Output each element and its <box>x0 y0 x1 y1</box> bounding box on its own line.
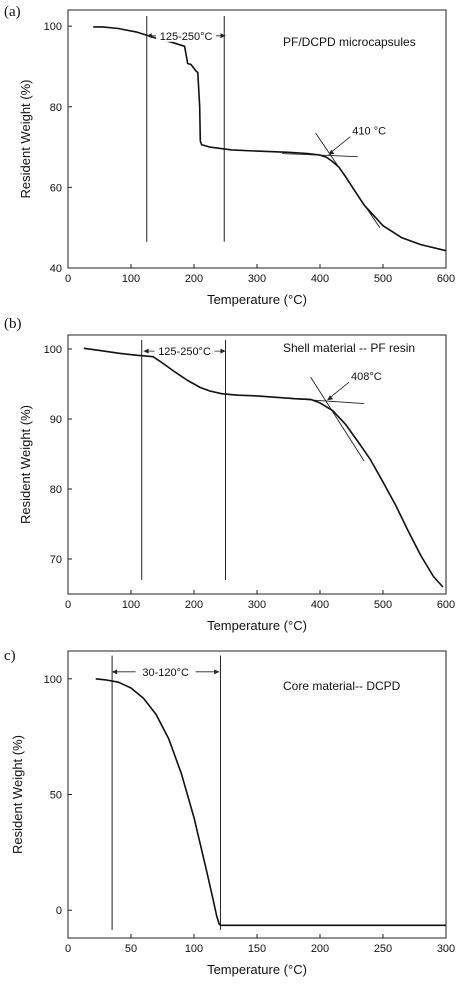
onset-arrow-head <box>328 149 335 155</box>
x-tick-label: 100 <box>185 943 203 955</box>
x-axis-title: Temperature (°C) <box>207 962 307 977</box>
range-arrow-head <box>146 33 152 39</box>
tga-curve <box>95 678 446 927</box>
x-tick-label: 200 <box>185 273 203 285</box>
range-label-bg <box>156 29 217 42</box>
range-label: 125-250°C <box>158 346 211 358</box>
x-tick-label: 600 <box>437 273 455 285</box>
x-tick-label: 50 <box>125 943 137 955</box>
range-arrow-head <box>143 348 149 354</box>
y-tick-label: 70 <box>50 554 62 566</box>
x-tick-label: 150 <box>248 943 266 955</box>
x-tick-label: 600 <box>437 599 455 611</box>
y-tick-label: 100 <box>44 344 62 356</box>
x-tick-label: 0 <box>65 273 71 285</box>
y-tick-label: 100 <box>44 674 62 686</box>
range-arrow-head <box>220 33 226 39</box>
x-tick-label: 400 <box>311 273 329 285</box>
x-tick-label: 100 <box>122 273 140 285</box>
y-tick-label: 80 <box>50 102 62 114</box>
x-tick-label: 400 <box>311 599 329 611</box>
x-axis-title: Temperature (°C) <box>207 292 307 307</box>
x-tick-label: 250 <box>374 943 392 955</box>
plot-frame <box>67 650 447 939</box>
y-tick-label: 100 <box>44 21 62 33</box>
x-tick-label: 0 <box>65 599 71 611</box>
onset-arrow <box>329 136 351 155</box>
panel-3: c) 0 50 100 150 200 250 300 0 50 100 Temperature (°… <box>4 648 455 977</box>
y-tick-label: 40 <box>50 263 62 275</box>
onset-arrow-head <box>327 395 334 401</box>
range-label: 125-250°C <box>160 31 213 43</box>
panel-title: Shell material -- PF resin <box>283 341 415 355</box>
panel-2: (b) 0 100 200 300 400 500 600 70 80 90 100 Temperatu… <box>4 316 455 633</box>
y-tick-label: 60 <box>50 182 62 194</box>
range-label-bg <box>135 665 196 678</box>
x-axis-title: Temperature (°C) <box>207 618 307 633</box>
x-tick-label: 300 <box>248 273 266 285</box>
y-axis-title: Resident Weight (%) <box>18 405 33 524</box>
onset-label: 408°C <box>351 371 382 383</box>
y-tick-label: 50 <box>50 790 62 802</box>
range-label: 30-120°C <box>142 667 189 679</box>
y-axis-title: Resident Weight (%) <box>18 80 33 199</box>
y-axis-title: Resident Weight (%) <box>10 735 25 854</box>
range-label-bg <box>154 345 215 358</box>
panel-title: Core material-- DCPD <box>283 679 401 693</box>
tga-curve <box>93 26 447 252</box>
x-tick-label: 200 <box>185 599 203 611</box>
tga-curve <box>83 347 444 588</box>
x-tick-label: 300 <box>248 599 266 611</box>
y-tick-label: 80 <box>50 484 62 496</box>
x-tick-label: 500 <box>374 599 392 611</box>
panel-title: PF/DCPD microcapsules <box>283 35 416 49</box>
x-tick-label: 500 <box>374 273 392 285</box>
panel-label: c) <box>4 648 16 664</box>
x-tick-label: 100 <box>122 599 140 611</box>
x-tick-label: 200 <box>311 943 329 955</box>
tangent-line <box>310 376 365 462</box>
y-tick-label: 90 <box>50 414 62 426</box>
plot-frame <box>67 334 447 595</box>
range-arrow-head <box>112 669 118 675</box>
panel-label: (a) <box>4 4 21 20</box>
range-arrow-head <box>214 669 220 675</box>
y-tick-label: 0 <box>56 905 62 917</box>
x-tick-label: 0 <box>65 943 71 955</box>
x-tick-label: 300 <box>437 943 455 955</box>
panel-1: (a) 0 100 200 300 400 500 600 40 60 80 100 Temperatu… <box>4 4 455 307</box>
onset-label: 410 °C <box>352 126 386 138</box>
range-arrow-head <box>220 348 226 354</box>
panel-label: (b) <box>4 316 22 332</box>
onset-arrow <box>327 381 350 400</box>
